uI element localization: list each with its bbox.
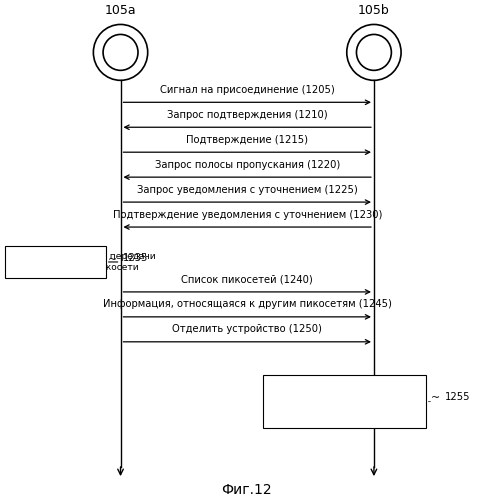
Text: Запрос подтверждения (1210): Запрос подтверждения (1210) [167,110,328,120]
Text: ~: ~ [430,393,440,403]
Text: Запрос уведомления с уточнением (1225): Запрос уведомления с уточнением (1225) [137,185,358,195]
Text: Информация, относящаяся к другим пикосетям (1245): Информация, относящаяся к другим пикосет… [103,299,392,309]
Text: Подтверждение уведомления с уточнением (1230): Подтверждение уведомления с уточнением (… [113,210,382,220]
Text: Запрос полосы пропускания (1220): Запрос полосы пропускания (1220) [154,160,340,170]
Text: Запустить новую пикосеть
в пределах синхронизации
смещенной пикосети: Запустить новую пикосеть в пределах синх… [279,387,410,417]
Text: Настроить скорости передачи
данных текущей пикосети: Настроить скорости передачи данных текущ… [10,252,155,271]
Text: Отделить устройство (1250): Отделить устройство (1250) [172,324,322,334]
Text: Фиг.12: Фиг.12 [221,483,271,497]
Bar [5,246,106,278]
Text: 1235: 1235 [123,253,149,263]
Bar [263,376,426,428]
Text: Сигнал на присоединение (1205): Сигнал на присоединение (1205) [160,85,335,95]
Text: Список пикосетей (1240): Список пикосетей (1240) [182,274,313,284]
Text: 105a: 105a [105,4,136,17]
Text: 105b: 105b [358,4,390,17]
Text: 1255: 1255 [445,392,471,402]
Text: Подтверждение (1215): Подтверждение (1215) [186,135,308,145]
Text: ~: ~ [108,254,118,264]
